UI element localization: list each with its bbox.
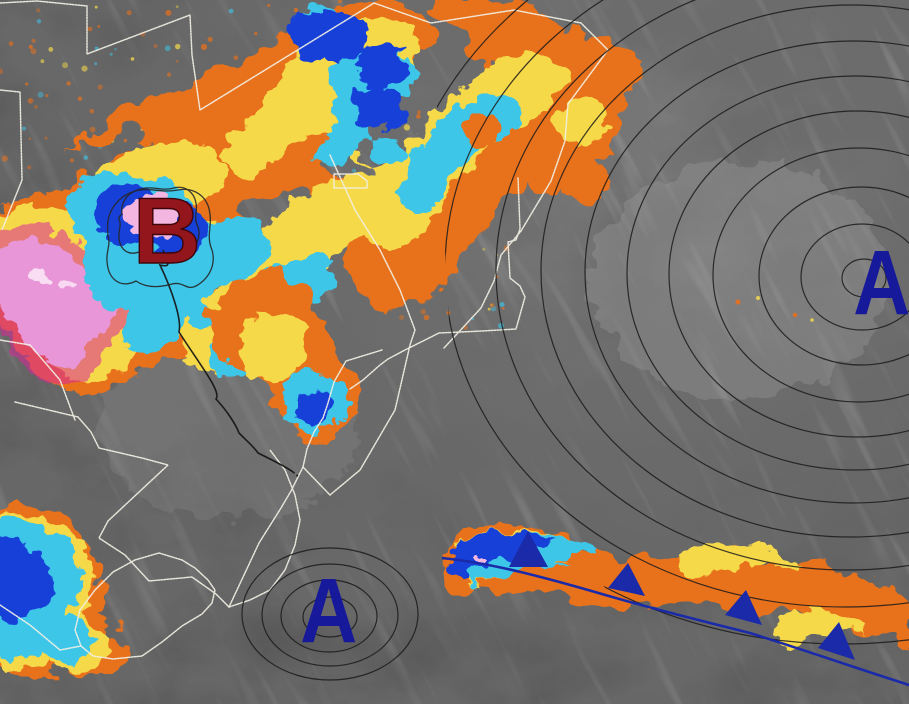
svg-text:A: A bbox=[853, 231, 909, 334]
svg-text:B: B bbox=[133, 178, 201, 283]
svg-text:A: A bbox=[300, 559, 357, 662]
